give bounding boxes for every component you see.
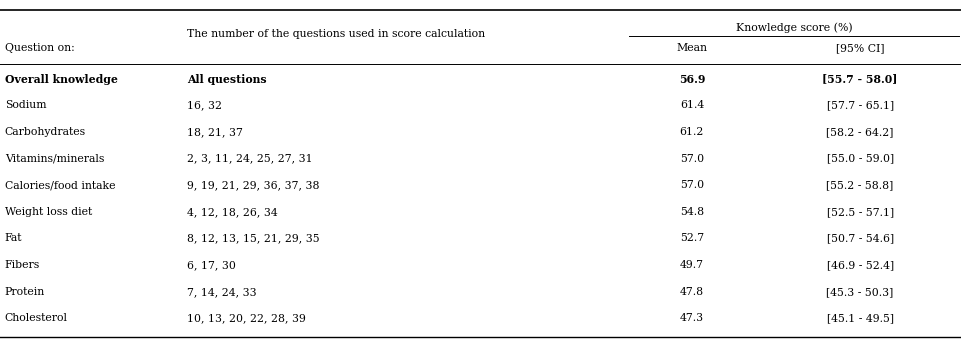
Text: 7, 14, 24, 33: 7, 14, 24, 33 <box>187 287 257 297</box>
Text: [55.0 - 59.0]: [55.0 - 59.0] <box>826 154 894 164</box>
Text: [52.5 - 57.1]: [52.5 - 57.1] <box>826 207 894 217</box>
Text: [55.7 - 58.0]: [55.7 - 58.0] <box>823 74 898 84</box>
Text: 2, 3, 11, 24, 25, 27, 31: 2, 3, 11, 24, 25, 27, 31 <box>187 154 313 164</box>
Text: [57.7 - 65.1]: [57.7 - 65.1] <box>826 100 894 110</box>
Text: 47.8: 47.8 <box>679 287 704 297</box>
Text: Mean: Mean <box>677 43 707 53</box>
Text: [45.1 - 49.5]: [45.1 - 49.5] <box>826 313 894 324</box>
Text: [95% CI]: [95% CI] <box>836 43 884 53</box>
Text: Fibers: Fibers <box>5 260 40 270</box>
Text: 54.8: 54.8 <box>679 207 704 217</box>
Text: Vitamins/minerals: Vitamins/minerals <box>5 154 104 164</box>
Text: [50.7 - 54.6]: [50.7 - 54.6] <box>826 234 894 244</box>
Text: 10, 13, 20, 22, 28, 39: 10, 13, 20, 22, 28, 39 <box>187 313 307 324</box>
Text: Protein: Protein <box>5 287 45 297</box>
Text: [45.3 - 50.3]: [45.3 - 50.3] <box>826 287 894 297</box>
Text: Fat: Fat <box>5 234 22 244</box>
Text: All questions: All questions <box>187 74 267 84</box>
Text: 9, 19, 21, 29, 36, 37, 38: 9, 19, 21, 29, 36, 37, 38 <box>187 180 320 190</box>
Text: Cholesterol: Cholesterol <box>5 313 68 324</box>
Text: 16, 32: 16, 32 <box>187 100 222 110</box>
Text: [55.2 - 58.8]: [55.2 - 58.8] <box>826 180 894 190</box>
Text: 57.0: 57.0 <box>679 180 704 190</box>
Text: 57.0: 57.0 <box>679 154 704 164</box>
Text: Carbohydrates: Carbohydrates <box>5 127 86 137</box>
Text: 61.4: 61.4 <box>679 100 704 110</box>
Text: Question on:: Question on: <box>5 43 75 53</box>
Text: 49.7: 49.7 <box>680 260 703 270</box>
Text: 47.3: 47.3 <box>679 313 704 324</box>
Text: [46.9 - 52.4]: [46.9 - 52.4] <box>826 260 894 270</box>
Text: 52.7: 52.7 <box>679 234 704 244</box>
Text: Weight loss diet: Weight loss diet <box>5 207 92 217</box>
Text: 56.9: 56.9 <box>678 74 705 84</box>
Text: Calories/food intake: Calories/food intake <box>5 180 115 190</box>
Text: 4, 12, 18, 26, 34: 4, 12, 18, 26, 34 <box>187 207 278 217</box>
Text: Knowledge score (%): Knowledge score (%) <box>736 22 853 33</box>
Text: [58.2 - 64.2]: [58.2 - 64.2] <box>826 127 894 137</box>
Text: 61.2: 61.2 <box>679 127 704 137</box>
Text: Overall knowledge: Overall knowledge <box>5 74 117 84</box>
Text: 6, 17, 30: 6, 17, 30 <box>187 260 236 270</box>
Text: The number of the questions used in score calculation: The number of the questions used in scor… <box>187 29 485 39</box>
Text: 18, 21, 37: 18, 21, 37 <box>187 127 243 137</box>
Text: 8, 12, 13, 15, 21, 29, 35: 8, 12, 13, 15, 21, 29, 35 <box>187 234 320 244</box>
Text: Sodium: Sodium <box>5 100 46 110</box>
